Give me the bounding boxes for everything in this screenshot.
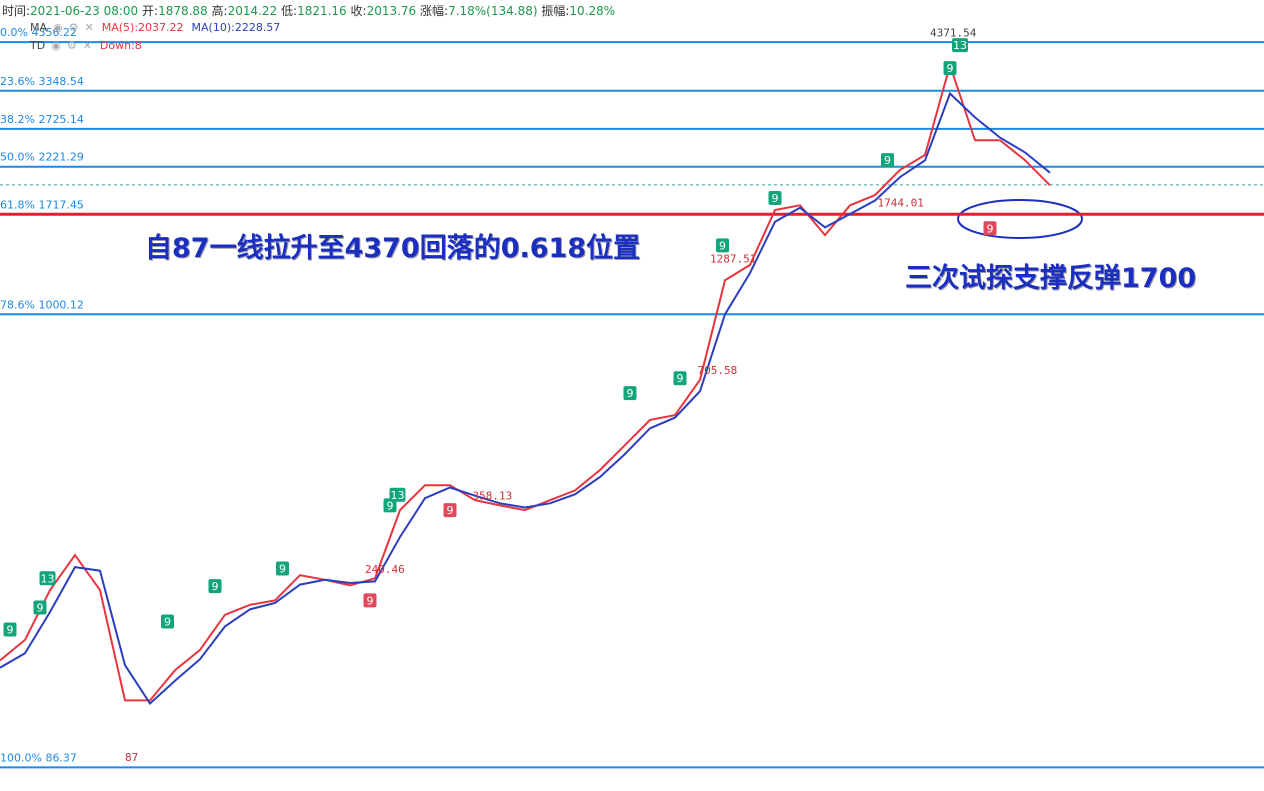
td-marker bbox=[389, 487, 406, 502]
info-label: 开: bbox=[142, 4, 159, 18]
fib-label: 23.6% 3348.54 bbox=[0, 75, 84, 88]
td-label: 9 bbox=[367, 594, 374, 607]
info-value: 2021-06-23 08:00 bbox=[30, 4, 139, 18]
icon: ✕ bbox=[82, 39, 92, 52]
info-label: 高: bbox=[211, 4, 228, 18]
price-label: 87 bbox=[125, 751, 138, 764]
td-label: 9 bbox=[387, 499, 394, 512]
annotation: 自87一线拉升至4370回落的0.618位置 bbox=[145, 233, 641, 264]
td-label: 9 bbox=[164, 616, 171, 629]
icon: ⚙ bbox=[68, 21, 79, 34]
price-label: 240.46 bbox=[365, 563, 405, 576]
info-label: 低: bbox=[281, 4, 298, 18]
td-marker bbox=[33, 600, 47, 615]
ma-legend: MA ◉ ⚙ ✕ MA(5):2037.22 MA(10):2228.57 bbox=[30, 21, 280, 34]
icon: ◉ bbox=[53, 21, 63, 34]
price-label: 1287.51 bbox=[710, 253, 756, 266]
price-label: 705.58 bbox=[698, 364, 738, 377]
info-label: 时间: bbox=[2, 4, 31, 18]
td-marker bbox=[276, 561, 289, 576]
info-value: 1821.16 bbox=[297, 4, 347, 18]
td-label: 9 bbox=[947, 62, 954, 75]
indicator-value: MA(5):2037.22 bbox=[101, 21, 184, 34]
price-label: 358.13 bbox=[473, 489, 513, 502]
td-marker bbox=[3, 622, 17, 637]
td-label: 9 bbox=[37, 601, 44, 614]
fib-label: 0.0% 4356.22 bbox=[0, 26, 77, 39]
ma-line bbox=[0, 91, 1051, 706]
fib-label: 78.6% 1000.12 bbox=[0, 298, 84, 311]
info-value: 2013.76 bbox=[366, 4, 417, 18]
td-marker bbox=[443, 503, 457, 518]
td-label: 9 bbox=[7, 623, 14, 636]
td-label: 13 bbox=[953, 39, 967, 52]
td-legend: TD ◉ ⚙ ✕ Down:8 bbox=[30, 39, 142, 52]
price-label: 1744.01 bbox=[878, 196, 924, 209]
indicator-value: Down:8 bbox=[99, 39, 142, 52]
price-label: 4371.54 bbox=[930, 26, 977, 39]
td-marker bbox=[208, 579, 222, 594]
icon: ◉ bbox=[51, 39, 61, 52]
info-value: 7.18%(134.88) bbox=[448, 4, 538, 18]
info-value: 2014.22 bbox=[227, 4, 278, 18]
td-marker bbox=[943, 61, 957, 76]
support-ellipse bbox=[957, 199, 1083, 239]
info-label: 振幅: bbox=[541, 4, 570, 18]
fib-label: 100.0% 86.37 bbox=[0, 751, 77, 764]
info-value: 1878.88 bbox=[158, 4, 208, 18]
td-marker bbox=[983, 221, 997, 236]
fib-label: 61.8% 1717.45 bbox=[0, 198, 84, 211]
icon: ✕ bbox=[84, 21, 94, 34]
annotation: 三次试探支撑反弹1700 bbox=[905, 263, 1197, 294]
indicator-value: MA(10):2228.57 bbox=[191, 21, 281, 34]
td-marker bbox=[952, 38, 968, 53]
td-label: 13 bbox=[41, 572, 55, 585]
td-label: 13 bbox=[391, 489, 405, 502]
td-marker bbox=[881, 153, 894, 168]
td-marker bbox=[716, 238, 729, 253]
td-marker bbox=[673, 371, 687, 386]
td-label: 9 bbox=[447, 504, 454, 517]
info-bar: 时间:2021-06-23 08:00 开:1878.88 高:2014.22 … bbox=[2, 2, 615, 19]
td-marker bbox=[161, 614, 174, 629]
td-label: 9 bbox=[677, 372, 684, 385]
indicator-name: TD bbox=[30, 39, 46, 52]
td-marker bbox=[383, 498, 397, 513]
icon: ⚙ bbox=[66, 39, 77, 52]
fib-label: 38.2% 2725.14 bbox=[0, 113, 84, 126]
fib-label: 50.0% 2221.29 bbox=[0, 151, 84, 164]
td-marker bbox=[363, 593, 377, 608]
ma-line bbox=[0, 61, 1051, 702]
td-label: 9 bbox=[719, 239, 726, 252]
info-label: 收: bbox=[350, 4, 367, 18]
td-label: 9 bbox=[884, 154, 891, 167]
td-label: 9 bbox=[627, 387, 634, 400]
td-label: 9 bbox=[279, 563, 286, 576]
indicator-name: MA bbox=[30, 21, 48, 34]
td-label: 9 bbox=[987, 222, 994, 235]
td-label: 9 bbox=[212, 580, 219, 593]
info-value: 10.28% bbox=[569, 4, 616, 18]
td-label: 9 bbox=[772, 192, 779, 205]
td-marker bbox=[623, 386, 637, 401]
td-marker bbox=[768, 191, 782, 206]
td-marker bbox=[39, 571, 56, 586]
info-label: 涨幅: bbox=[420, 4, 449, 18]
